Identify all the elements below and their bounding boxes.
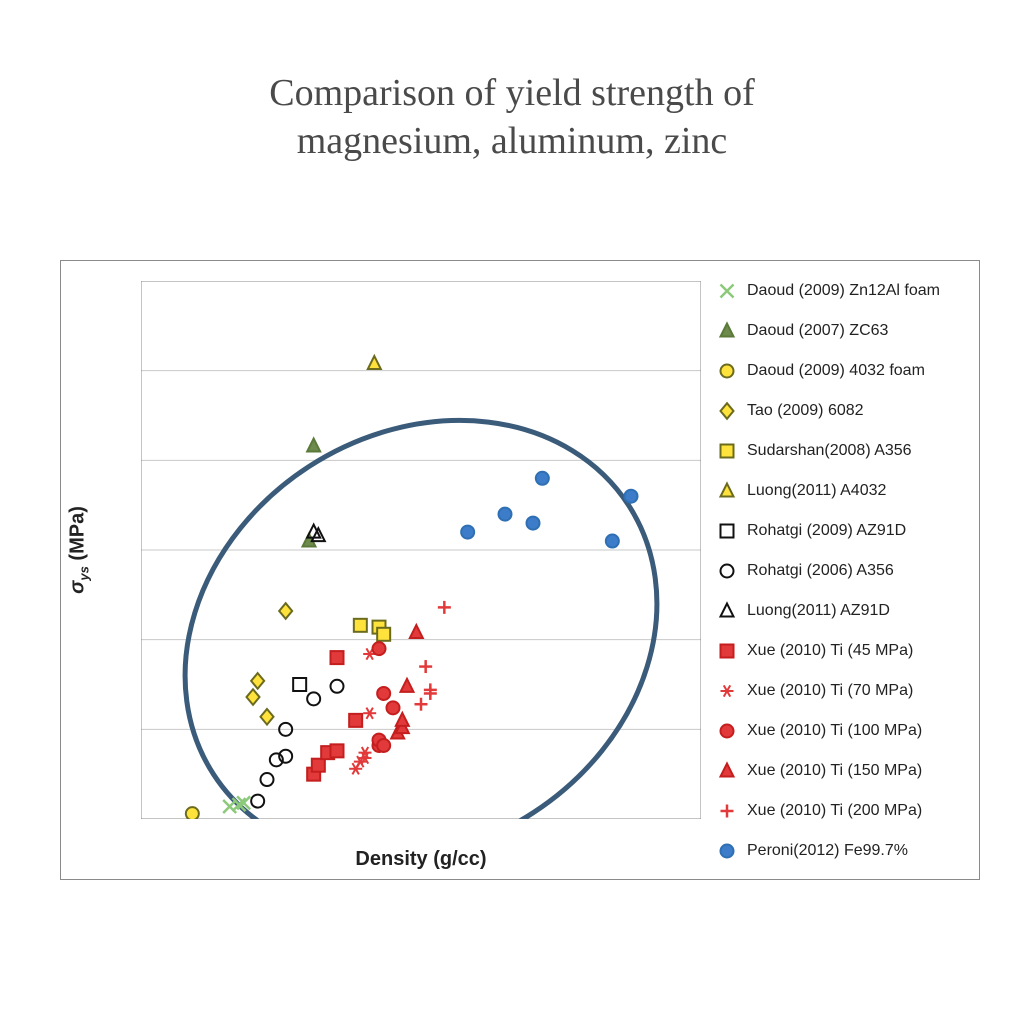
- series-xue_150: [391, 625, 423, 738]
- legend-label-luong2011_az91d: Luong(2011) AZ91D: [747, 602, 890, 620]
- legend-item-xue_150: Xue (2010) Ti (150 MPa): [715, 759, 967, 783]
- legend-marker-rohatgi2009_az91d: [715, 519, 739, 543]
- legend-marker-rohatgi2006_a356: [715, 559, 739, 583]
- legend-label-sudarshan2008: Sudarshan(2008) A356: [747, 442, 912, 460]
- legend-label-luong2011_a4032: Luong(2011) A4032: [747, 482, 886, 500]
- series-xue_200: [415, 601, 451, 711]
- legend-item-sudarshan2008: Sudarshan(2008) A356: [715, 439, 967, 463]
- page-title: Comparison of yield strength of magnesiu…: [0, 70, 1024, 165]
- legend-label-daoud2007zc63: Daoud (2007) ZC63: [747, 322, 888, 340]
- legend-marker-xue_150: [715, 759, 739, 783]
- legend-item-tao2009_6082: Tao (2009) 6082: [715, 399, 967, 423]
- series-rohatgi2009_az91d: [293, 678, 306, 691]
- series-xue_70: [349, 648, 376, 774]
- legend-label-xue_45: Xue (2010) Ti (45 MPa): [747, 642, 913, 660]
- legend-label-xue_70: Xue (2010) Ti (70 MPa): [747, 682, 913, 700]
- legend-label-daoud2009zn: Daoud (2009) Zn12Al foam: [747, 282, 940, 300]
- title-line-1: Comparison of yield strength of: [269, 72, 754, 114]
- legend-item-xue_200: Xue (2010) Ti (200 MPa): [715, 799, 967, 823]
- legend-marker-peroni2012: [715, 839, 739, 863]
- legend-label-peroni2012: Peroni(2012) Fe99.7%: [747, 842, 908, 860]
- legend-marker-xue_45: [715, 639, 739, 663]
- legend-label-xue_100: Xue (2010) Ti (100 MPa): [747, 722, 922, 740]
- legend-label-rohatgi2009_az91d: Rohatgi (2009) AZ91D: [747, 522, 906, 540]
- legend-marker-xue_70: [715, 679, 739, 703]
- legend-label-xue_150: Xue (2010) Ti (150 MPa): [747, 762, 922, 780]
- legend-item-rohatgi2009_az91d: Rohatgi (2009) AZ91D: [715, 519, 967, 543]
- legend-marker-xue_200: [715, 799, 739, 823]
- legend-item-daoud2007zc63: Daoud (2007) ZC63: [715, 319, 967, 343]
- series-daoud2009_4032: [186, 807, 199, 819]
- legend-marker-luong2011_az91d: [715, 599, 739, 623]
- legend-marker-sudarshan2008: [715, 439, 739, 463]
- legend-label-daoud2009_4032: Daoud (2009) 4032 foam: [747, 362, 925, 380]
- legend-item-xue_100: Xue (2010) Ti (100 MPa): [715, 719, 967, 743]
- legend-item-peroni2012: Peroni(2012) Fe99.7%: [715, 839, 967, 863]
- legend-item-luong2011_a4032: Luong(2011) A4032: [715, 479, 967, 503]
- chart-figure: 0123456 050100150200250300 Density (g/cc…: [60, 260, 980, 880]
- legend-label-xue_200: Xue (2010) Ti (200 MPa): [747, 802, 922, 820]
- legend-item-daoud2009_4032: Daoud (2009) 4032 foam: [715, 359, 967, 383]
- ellipse-annotation: [141, 332, 701, 819]
- legend-item-daoud2009zn: Daoud (2009) Zn12Al foam: [715, 279, 967, 303]
- series-luong2011_a4032: [368, 356, 381, 369]
- legend-item-rohatgi2006_a356: Rohatgi (2006) A356: [715, 559, 967, 583]
- legend-marker-daoud2007zc63: [715, 319, 739, 343]
- scatter-plot-svg: 0123456 050100150200250300: [141, 281, 701, 819]
- series-sudarshan2008: [354, 619, 390, 641]
- legend-marker-xue_100: [715, 719, 739, 743]
- page-root: Comparison of yield strength of magnesiu…: [0, 0, 1024, 1024]
- legend-marker-daoud2009zn: [715, 279, 739, 303]
- legend-marker-daoud2009_4032: [715, 359, 739, 383]
- legend-label-rohatgi2006_a356: Rohatgi (2006) A356: [747, 562, 894, 580]
- legend: Daoud (2009) Zn12Al foam Daoud (2007) ZC6…: [715, 279, 967, 863]
- legend-marker-luong2011_a4032: [715, 479, 739, 503]
- legend-item-xue_70: Xue (2010) Ti (70 MPa): [715, 679, 967, 703]
- legend-item-luong2011_az91d: Luong(2011) AZ91D: [715, 599, 967, 623]
- legend-item-xue_45: Xue (2010) Ti (45 MPa): [715, 639, 967, 663]
- title-line-2: magnesium, aluminum, zinc: [297, 120, 728, 162]
- plot-area: 0123456 050100150200250300: [141, 281, 701, 819]
- y-axis-label: σys (MPa): [65, 281, 95, 819]
- series-tao2009_6082: [247, 603, 293, 724]
- legend-label-tao2009_6082: Tao (2009) 6082: [747, 402, 864, 420]
- x-axis-label: Density (g/cc): [141, 848, 701, 871]
- legend-marker-tao2009_6082: [715, 399, 739, 423]
